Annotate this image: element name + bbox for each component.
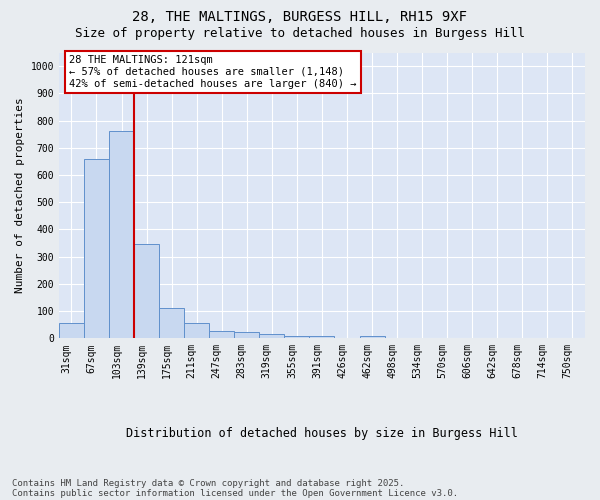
Text: 28 THE MALTINGS: 121sqm
← 57% of detached houses are smaller (1,148)
42% of semi: 28 THE MALTINGS: 121sqm ← 57% of detache… — [70, 56, 357, 88]
Bar — [109, 132, 134, 338]
Text: Size of property relative to detached houses in Burgess Hill: Size of property relative to detached ho… — [75, 28, 525, 40]
Text: Contains public sector information licensed under the Open Government Licence v3: Contains public sector information licen… — [12, 488, 458, 498]
Bar — [159, 308, 184, 338]
Bar — [134, 244, 159, 338]
Bar — [84, 158, 109, 338]
Bar — [310, 336, 334, 338]
Bar — [59, 324, 84, 338]
Bar — [359, 336, 385, 338]
Text: 28, THE MALTINGS, BURGESS HILL, RH15 9XF: 28, THE MALTINGS, BURGESS HILL, RH15 9XF — [133, 10, 467, 24]
Text: Contains HM Land Registry data © Crown copyright and database right 2025.: Contains HM Land Registry data © Crown c… — [12, 478, 404, 488]
Bar — [234, 332, 259, 338]
Bar — [184, 324, 209, 338]
Bar — [209, 330, 234, 338]
Y-axis label: Number of detached properties: Number of detached properties — [15, 98, 25, 294]
Bar — [284, 336, 310, 338]
X-axis label: Distribution of detached houses by size in Burgess Hill: Distribution of detached houses by size … — [126, 427, 518, 440]
Bar — [259, 334, 284, 338]
